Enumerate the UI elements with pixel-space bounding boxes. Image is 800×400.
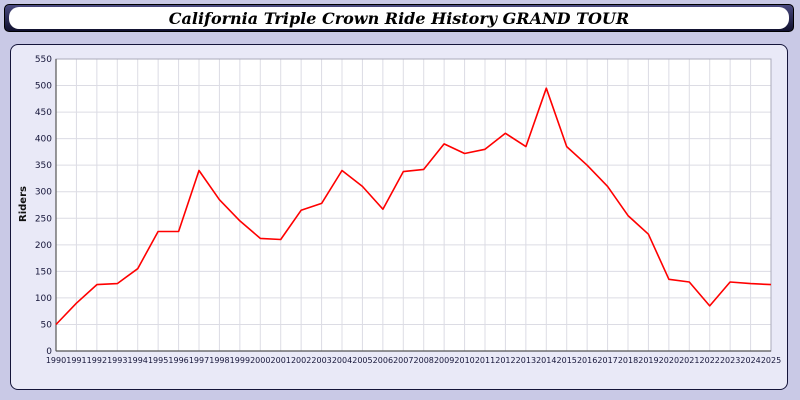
svg-text:1991: 1991 bbox=[66, 356, 86, 365]
y-axis-label: Riders bbox=[18, 186, 29, 222]
svg-text:2020: 2020 bbox=[659, 356, 679, 365]
svg-text:2014: 2014 bbox=[536, 356, 556, 365]
svg-text:2008: 2008 bbox=[414, 356, 434, 365]
svg-text:2001: 2001 bbox=[271, 356, 291, 365]
chart-title: California Triple Crown Ride History GRA… bbox=[168, 8, 630, 28]
svg-text:2000: 2000 bbox=[250, 356, 270, 365]
svg-text:2013: 2013 bbox=[516, 356, 536, 365]
svg-text:1995: 1995 bbox=[148, 356, 168, 365]
svg-text:2004: 2004 bbox=[332, 356, 352, 365]
svg-text:300: 300 bbox=[35, 188, 52, 198]
svg-text:2002: 2002 bbox=[291, 356, 311, 365]
svg-text:2006: 2006 bbox=[373, 356, 393, 365]
x-axis-ticks: 1990 1991 1992 1993 1994 1995 1996 1997 1998 1999… bbox=[46, 356, 781, 365]
y-axis-ticks: 0 50 100 150 200 250 300 350 400 450 500 550 bbox=[35, 55, 52, 357]
svg-text:2009: 2009 bbox=[434, 356, 454, 365]
title-inner: California Triple Crown Ride History GRA… bbox=[9, 7, 789, 29]
svg-text:2012: 2012 bbox=[495, 356, 515, 365]
svg-text:350: 350 bbox=[35, 161, 52, 171]
svg-text:2021: 2021 bbox=[679, 356, 699, 365]
svg-text:2003: 2003 bbox=[311, 356, 331, 365]
svg-text:2007: 2007 bbox=[393, 356, 413, 365]
svg-text:1992: 1992 bbox=[87, 356, 107, 365]
svg-text:400: 400 bbox=[35, 135, 52, 145]
svg-text:1996: 1996 bbox=[168, 356, 188, 365]
svg-text:1994: 1994 bbox=[128, 356, 148, 365]
svg-text:2011: 2011 bbox=[475, 356, 495, 365]
svg-text:2024: 2024 bbox=[740, 356, 760, 365]
svg-text:150: 150 bbox=[35, 267, 52, 277]
svg-text:250: 250 bbox=[35, 214, 52, 224]
svg-text:50: 50 bbox=[41, 320, 53, 330]
svg-text:2019: 2019 bbox=[638, 356, 658, 365]
svg-text:2015: 2015 bbox=[557, 356, 577, 365]
svg-text:500: 500 bbox=[35, 82, 52, 92]
svg-text:2017: 2017 bbox=[597, 356, 617, 365]
data-line bbox=[55, 87, 772, 326]
svg-text:1990: 1990 bbox=[46, 356, 66, 365]
chart-panel: Riders 0 50 100 150 200 250 300 350 400 450 500 550… bbox=[10, 44, 788, 390]
svg-text:450: 450 bbox=[35, 108, 52, 118]
svg-text:200: 200 bbox=[35, 241, 52, 251]
svg-text:100: 100 bbox=[35, 294, 52, 304]
svg-text:1998: 1998 bbox=[209, 356, 229, 365]
svg-text:2018: 2018 bbox=[618, 356, 638, 365]
svg-text:1999: 1999 bbox=[230, 356, 250, 365]
svg-text:550: 550 bbox=[35, 55, 52, 65]
axes bbox=[55, 59, 771, 352]
svg-text:1993: 1993 bbox=[107, 356, 127, 365]
svg-text:2010: 2010 bbox=[454, 356, 474, 365]
svg-text:2005: 2005 bbox=[352, 356, 372, 365]
svg-text:2025: 2025 bbox=[761, 356, 781, 365]
svg-text:2023: 2023 bbox=[720, 356, 740, 365]
svg-text:1997: 1997 bbox=[189, 356, 209, 365]
svg-text:2016: 2016 bbox=[577, 356, 597, 365]
svg-text:2022: 2022 bbox=[700, 356, 720, 365]
title-bar: California Triple Crown Ride History GRA… bbox=[4, 4, 794, 32]
svg-text:0: 0 bbox=[46, 347, 52, 357]
